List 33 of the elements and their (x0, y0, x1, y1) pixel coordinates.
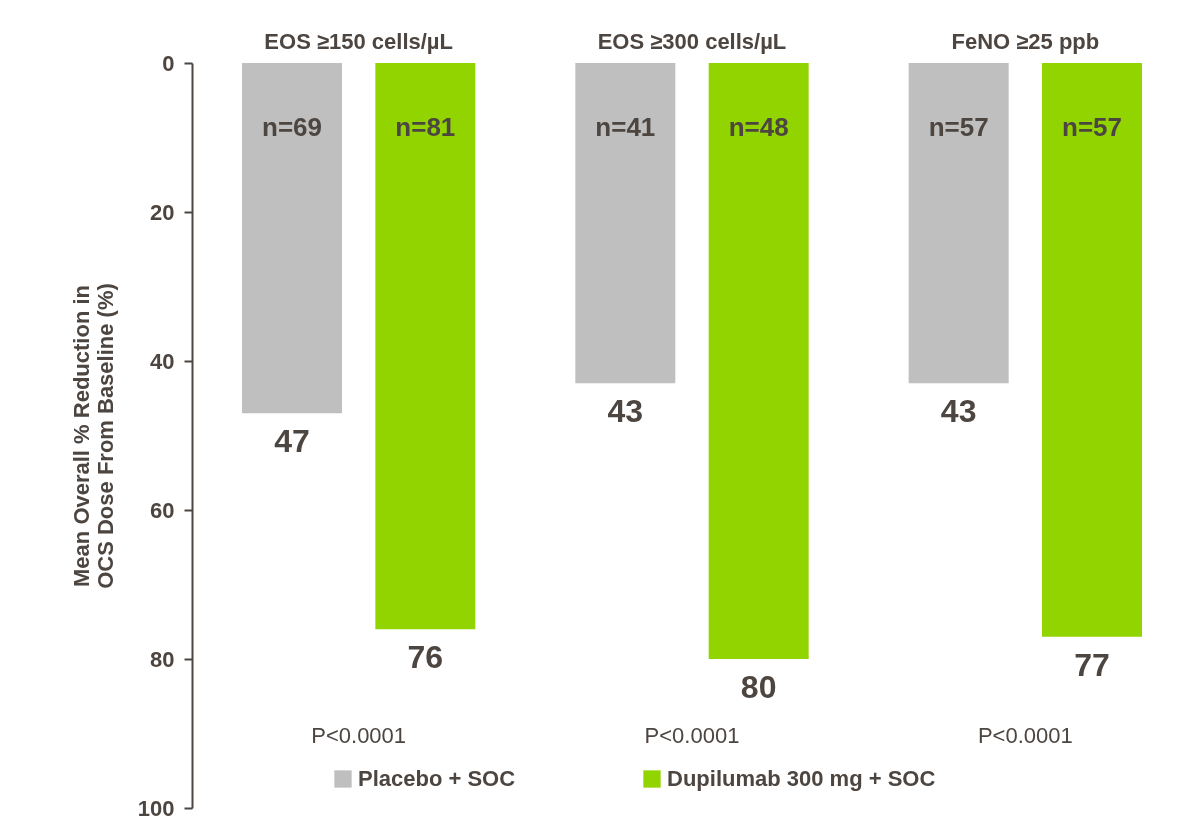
bar (375, 63, 476, 630)
bar (575, 63, 676, 384)
x-tick-label: EOS ≥150 cells/µL (264, 28, 453, 54)
y-axis-title: Mean Overall % Reduction in OCS Dose From Baseline (%) (68, 283, 118, 589)
y-tick-label: 80 (150, 646, 175, 672)
legend-label: Placebo + SOC (358, 766, 516, 791)
y-tick-label: 0 (162, 50, 175, 76)
data-label: 80 (740, 669, 777, 705)
y-tick-label: 60 (150, 497, 175, 523)
annotation: n=57 (928, 112, 989, 142)
bar (1042, 63, 1142, 637)
bar (908, 63, 1009, 384)
annotation: P<0.0001 (977, 723, 1073, 748)
bar (708, 63, 809, 659)
bar (242, 63, 342, 414)
annotation: n=81 (395, 112, 456, 142)
data-label: 47 (274, 423, 310, 460)
legend-label: Dupilumab 300 mg + SOC (667, 766, 936, 791)
y-tick-label: 40 (150, 348, 175, 374)
annotation: n=57 (1062, 112, 1122, 142)
data-label: 77 (1074, 646, 1110, 683)
y-tick-label: 20 (150, 199, 175, 225)
data-label: 76 (407, 639, 444, 676)
x-tick-label: FeNO ≥25 ppb (951, 28, 1100, 54)
annotation: n=69 (262, 112, 322, 142)
data-label: 43 (607, 393, 644, 430)
x-tick-label: EOS ≥300 cells/µL (597, 28, 787, 54)
annotation: P<0.0001 (644, 723, 740, 748)
annotation: P<0.0001 (311, 723, 407, 748)
data-label: 43 (940, 393, 977, 430)
annotation: n=48 (728, 112, 789, 142)
annotation: n=41 (595, 112, 656, 142)
y-tick-label: 100 (137, 795, 175, 821)
